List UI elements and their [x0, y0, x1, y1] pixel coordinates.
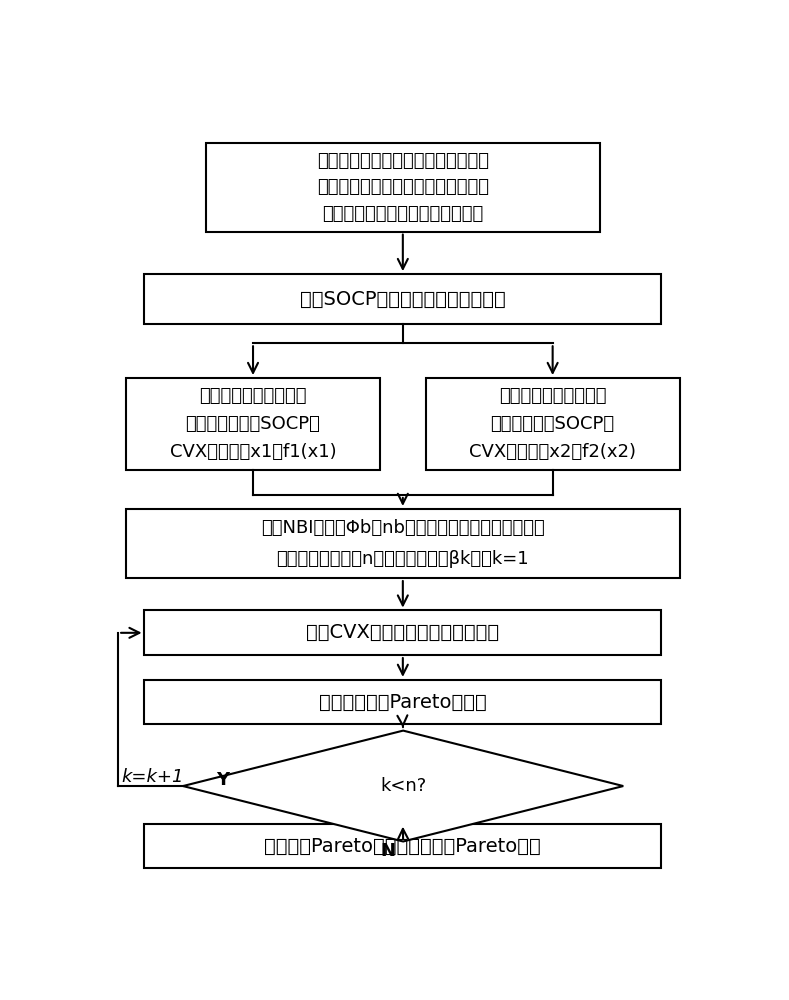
Text: 以年费用最小为单目标: 以年费用最小为单目标	[200, 387, 307, 405]
Text: 型，确定等分点数n及相应的等分点βk，置k=1: 型，确定等分点数n及相应的等分点βk，置k=1	[276, 550, 529, 568]
Text: Y: Y	[216, 771, 230, 789]
Text: 输出所有Pareto前端点及对应的Pareto曲面: 输出所有Pareto前端点及对应的Pareto曲面	[264, 837, 541, 856]
Text: CVX建模求解x1，f1(x1): CVX建模求解x1，f1(x1)	[170, 443, 336, 461]
Text: 最优解，通过SOCP及: 最优解，通过SOCP及	[491, 415, 615, 433]
Text: CVX建模求解x2，f2(x2): CVX建模求解x2，f2(x2)	[469, 443, 636, 461]
FancyBboxPatch shape	[206, 143, 600, 232]
Text: 求最优解，通过SOCP及: 求最优解，通过SOCP及	[185, 415, 320, 433]
Text: k=k+1: k=k+1	[122, 768, 184, 786]
Text: 并记录对应的Pareto前端点: 并记录对应的Pareto前端点	[319, 693, 487, 712]
Text: k<n?: k<n?	[380, 777, 426, 795]
FancyBboxPatch shape	[126, 509, 679, 578]
FancyBboxPatch shape	[126, 378, 380, 470]
Text: 以网损最小为单目标求: 以网损最小为单目标求	[499, 387, 607, 405]
FancyBboxPatch shape	[144, 824, 661, 868]
Text: 利用CVX对截距优化模型进行求解: 利用CVX对截距优化模型进行求解	[306, 623, 499, 642]
Text: 基于SOCP建立多目标扩展规划模型: 基于SOCP建立多目标扩展规划模型	[300, 290, 506, 309]
Text: 基础数据输入，包括网架参数，典型: 基础数据输入，包括网架参数，典型	[317, 152, 489, 170]
FancyBboxPatch shape	[426, 378, 679, 470]
Text: 日负荷、风电等出力数据，规划水平: 日负荷、风电等出力数据，规划水平	[317, 178, 489, 196]
FancyBboxPatch shape	[144, 610, 661, 655]
FancyBboxPatch shape	[144, 680, 661, 724]
Text: 计算NBI方法的Φb，nb，建立扩展规划的截距优化模: 计算NBI方法的Φb，nb，建立扩展规划的截距优化模	[261, 519, 544, 537]
Text: N: N	[380, 842, 395, 860]
Polygon shape	[183, 731, 623, 841]
FancyBboxPatch shape	[144, 274, 661, 324]
Text: 年、规划年、折现率，约束限值等: 年、规划年、折现率，约束限值等	[322, 205, 484, 223]
